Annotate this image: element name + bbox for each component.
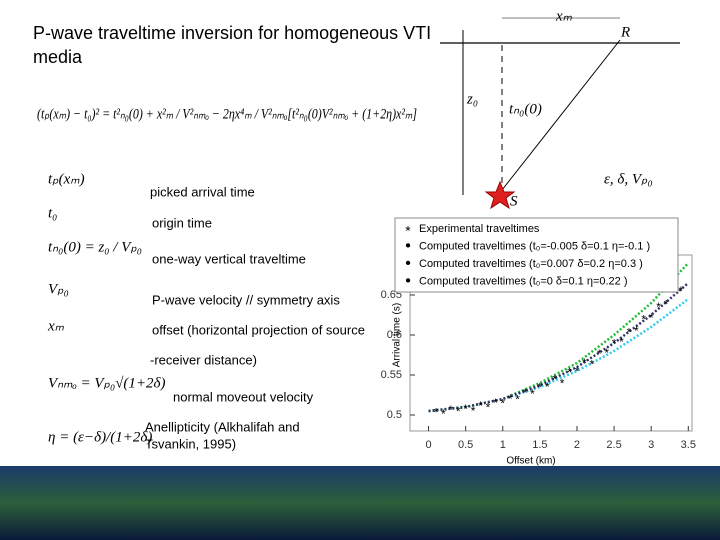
slide-title: P-wave traveltime inversion for homogene… bbox=[33, 23, 431, 67]
definition-symbol: tₙ₀(0) = z₀ / Vₚ₀ bbox=[48, 239, 142, 255]
experimental-point: * bbox=[627, 325, 632, 339]
definition-symbol: Vₚ₀ bbox=[48, 281, 69, 297]
legend-marker: • bbox=[405, 255, 411, 272]
diagram-label: ε, δ, Vₚ₀ bbox=[604, 171, 653, 187]
series-line bbox=[428, 298, 690, 413]
legend-marker: * bbox=[405, 223, 411, 239]
experimental-point: * bbox=[456, 405, 461, 419]
diagram-label: S bbox=[510, 193, 518, 209]
experimental-point: * bbox=[545, 380, 550, 394]
y-tick-label: 0.6 bbox=[387, 329, 402, 341]
experimental-point: * bbox=[582, 356, 587, 370]
definition-symbol: η = (ε−δ)/(1+2δ) bbox=[48, 429, 152, 445]
legend-box bbox=[394, 217, 679, 293]
series-line bbox=[428, 282, 690, 413]
x-tick-label: 1 bbox=[500, 439, 506, 451]
series-line bbox=[428, 262, 690, 413]
y-tick-label: 0.55 bbox=[381, 369, 402, 381]
x-tick-label: 2 bbox=[574, 439, 580, 451]
legend-label: Computed traveltimes (t₀=-0.005 δ=0.1 η=… bbox=[419, 240, 650, 252]
experimental-point: * bbox=[508, 392, 513, 406]
x-tick-label: 3.5 bbox=[681, 439, 696, 451]
experimental-point: * bbox=[604, 346, 609, 360]
diagram-label: R bbox=[620, 24, 630, 40]
y-tick-label: 0.5 bbox=[387, 409, 402, 421]
experimental-point: * bbox=[671, 286, 676, 300]
x-tick-label: 3 bbox=[648, 439, 654, 451]
definition-text: P-wave velocity // symmetry axis bbox=[152, 292, 340, 307]
definition-text: Anellipticity (Alkhalifah and bbox=[145, 419, 300, 434]
earth-banner bbox=[0, 466, 720, 540]
experimental-point: * bbox=[478, 399, 483, 413]
experimental-point: * bbox=[664, 297, 669, 311]
experimental-point: * bbox=[434, 405, 439, 419]
experimental-point: * bbox=[619, 335, 624, 349]
definition-text: offset (horizontal projection of source bbox=[152, 322, 365, 337]
experimental-point: * bbox=[493, 396, 498, 410]
experimental-point: * bbox=[575, 365, 580, 379]
definition-text: origin time bbox=[152, 215, 212, 230]
source-star bbox=[484, 180, 516, 210]
reflected-ray bbox=[501, 39, 621, 191]
experimental-point: * bbox=[656, 300, 661, 314]
experimental-point: * bbox=[530, 387, 535, 401]
experimental-point: * bbox=[649, 311, 654, 325]
x-tick-label: 0 bbox=[425, 439, 431, 451]
x-tick-label: 2.5 bbox=[606, 439, 621, 451]
diagram-label: xₘ bbox=[555, 8, 573, 24]
equation: (tₚ(xₘ) − t₀)² = t²ₙ₀(0) + x²ₘ / V²ₙₘₒ −… bbox=[37, 106, 417, 122]
experimental-point: * bbox=[612, 337, 617, 351]
experimental-point: * bbox=[515, 393, 520, 407]
title-line: media bbox=[33, 47, 83, 67]
x-axis-title: Offset (km) bbox=[506, 456, 555, 467]
experimental-point: * bbox=[567, 365, 572, 379]
x-tick-label: 1.5 bbox=[532, 439, 547, 451]
y-axis-title: Arrival time (s) bbox=[392, 303, 403, 367]
definition-text: normal moveout velocity bbox=[173, 389, 314, 404]
definition-text: -receiver distance) bbox=[150, 352, 257, 367]
experimental-point: * bbox=[441, 407, 446, 421]
diagram-label: tₙ₀(0) bbox=[509, 101, 542, 117]
legend-marker: • bbox=[405, 273, 411, 290]
x-tick-label: 0.5 bbox=[458, 439, 473, 451]
experimental-point: * bbox=[486, 401, 491, 415]
diagram-label: z₀ bbox=[466, 91, 478, 107]
definition-symbol: tₚ(xₘ) bbox=[48, 171, 85, 187]
definition-text: one-way vertical traveltime bbox=[152, 251, 306, 266]
experimental-point: * bbox=[641, 313, 646, 327]
experimental-point: * bbox=[679, 284, 684, 298]
definition-symbol: Vₙₘₒ = Vₚ₀√(1+2δ) bbox=[48, 375, 166, 391]
definition-text: picked arrival time bbox=[150, 184, 255, 199]
definition-text: Tsvankin, 1995) bbox=[145, 436, 236, 451]
experimental-point: * bbox=[448, 403, 453, 417]
experimental-point: * bbox=[560, 377, 565, 391]
legend-label: Computed traveltimes (t₀=0 δ=0.1 η=0.22 … bbox=[419, 275, 628, 287]
experimental-point: * bbox=[634, 324, 639, 338]
definition-symbol: t₀ bbox=[48, 205, 57, 221]
experimental-point: * bbox=[463, 402, 468, 416]
title-line: P-wave traveltime inversion for homogene… bbox=[33, 23, 431, 43]
experimental-point: * bbox=[500, 397, 505, 411]
experimental-point: * bbox=[523, 386, 528, 400]
legend-marker: • bbox=[405, 238, 411, 255]
definition-symbol: xₘ bbox=[47, 318, 65, 334]
legend-label: Computed traveltimes (t₀=0.007 δ=0.2 η=0… bbox=[419, 258, 643, 270]
experimental-point: * bbox=[538, 381, 543, 395]
experimental-point: * bbox=[589, 357, 594, 371]
experimental-point: * bbox=[597, 347, 602, 361]
experimental-point: * bbox=[471, 404, 476, 418]
experimental-point: * bbox=[552, 373, 557, 387]
legend-label: Experimental traveltimes bbox=[419, 223, 540, 235]
